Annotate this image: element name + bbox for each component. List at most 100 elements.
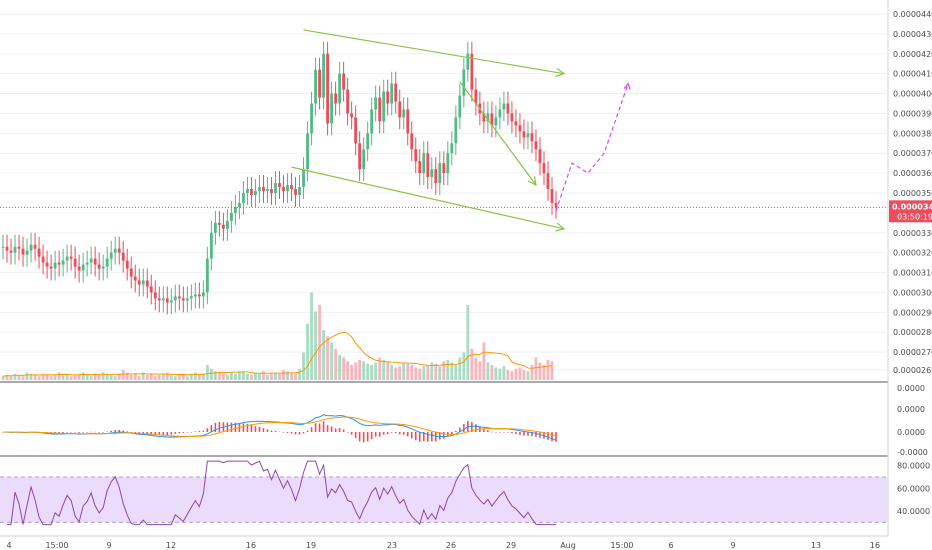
candle-body (266, 189, 269, 192)
candle-body (470, 53, 474, 90)
macd-histogram-bar (62, 432, 64, 434)
volume-bar (538, 362, 542, 380)
macd-histogram-bar (246, 423, 249, 432)
candle-body (542, 163, 546, 174)
volume-bar (121, 370, 125, 380)
candle-body (197, 294, 201, 297)
candle-body (9, 250, 13, 253)
macd-histogram-bar (527, 432, 529, 436)
candle-body (338, 73, 342, 104)
volume-bar (438, 366, 442, 380)
candle-body (290, 185, 293, 190)
macd-histogram-bar (78, 432, 80, 433)
time-tick-label: 12 (166, 541, 176, 550)
candle-body (221, 224, 225, 229)
macd-histogram-bar (374, 432, 377, 437)
grid (0, 0, 889, 537)
rsi-line (7, 460, 556, 526)
macd-histogram-bar (90, 431, 92, 433)
candle-body (490, 113, 494, 126)
volume-bar (522, 370, 526, 380)
volume-bar (65, 375, 69, 380)
volume-bar (141, 372, 145, 380)
candle-body (169, 300, 173, 303)
volume-bar (390, 365, 394, 380)
volume-bar (33, 375, 37, 380)
time-tick-label: Aug (560, 541, 576, 550)
macd-histogram-bar (158, 432, 161, 436)
macd-histogram-bar (350, 432, 353, 435)
candle-body (322, 53, 325, 98)
volume-bar (17, 375, 21, 380)
volume-bar (298, 368, 301, 380)
volume-bar (318, 305, 321, 380)
macd-histogram-bar (234, 422, 237, 432)
candle-body (446, 153, 450, 174)
volume-bar (77, 373, 81, 380)
time-tick-label: 15:00 (45, 541, 68, 550)
macd-histogram-bar (382, 432, 385, 435)
volume-bar (534, 357, 538, 380)
candle-body (89, 258, 93, 263)
volume-bar (254, 372, 257, 380)
volume-bar (173, 376, 177, 380)
macd-histogram-bar (226, 422, 229, 432)
volume-bar (117, 373, 121, 380)
candle-body (81, 264, 85, 271)
macd-histogram-bar (471, 422, 473, 432)
volume-bar (278, 373, 281, 380)
candle-body (209, 232, 213, 259)
macd-histogram-bar (531, 432, 533, 437)
volume-bar (310, 292, 313, 380)
price-tick-label: 0.00004400 (893, 10, 932, 19)
volume-bar (61, 373, 65, 380)
volume-bar (197, 375, 201, 380)
candle-body (173, 296, 177, 301)
rsi-tick-label: 40.0000 (897, 507, 930, 516)
candle-body (510, 113, 514, 122)
candle-body (414, 149, 418, 162)
macd-histogram-bar (346, 432, 349, 433)
candle-body (85, 262, 89, 265)
countdown-label: 03:50:19 (897, 212, 932, 221)
price-axis[interactable]: 0.00004400 0.00004300 0.00004200 0.00004100… (889, 10, 932, 516)
volume-bar (322, 330, 325, 380)
volume-bar (446, 360, 450, 380)
candle-body (458, 95, 462, 118)
time-tick-label: 4 (6, 541, 11, 550)
volume-bar (286, 371, 289, 380)
volume-bar (414, 367, 418, 380)
candle-body (514, 121, 518, 126)
rsi-tick-label: 60.0000 (897, 484, 930, 493)
rsi-pane (0, 460, 888, 526)
macd-tick-label: 0.0000 (897, 405, 925, 414)
trendline-arrowhead (555, 67, 566, 77)
volume-bar (442, 361, 446, 380)
candle-body (318, 69, 321, 98)
macd-histogram-bar (362, 432, 365, 443)
rsi-tick-label: 80.0000 (897, 462, 930, 471)
time-axis[interactable]: 4 15:00 9 12 16 19 23 26 29 Aug 15:00 6 9 13 16 (6, 541, 880, 550)
candle-body (33, 244, 37, 249)
macd-histogram-bar (242, 423, 245, 432)
macd-histogram-bar (398, 432, 401, 435)
candle-body (201, 292, 205, 297)
volume-bar (53, 375, 57, 380)
price-tick-label: 0.00003100 (893, 269, 932, 278)
candle-body (286, 185, 289, 192)
candle-body (534, 141, 538, 150)
price-tick-label: 0.00003300 (893, 229, 932, 238)
macd-histogram-bar (182, 432, 185, 433)
volume-bar (57, 372, 61, 380)
time-tick-label: 15:00 (610, 541, 633, 550)
macd-histogram-bar (274, 430, 277, 432)
volume-bar (125, 372, 129, 380)
volume-bar (109, 375, 113, 380)
macd-histogram-bar (507, 432, 509, 433)
volume-bar (137, 376, 141, 380)
trendline (291, 166, 565, 230)
macd-histogram-bar (82, 432, 84, 433)
candle-body (434, 169, 438, 184)
